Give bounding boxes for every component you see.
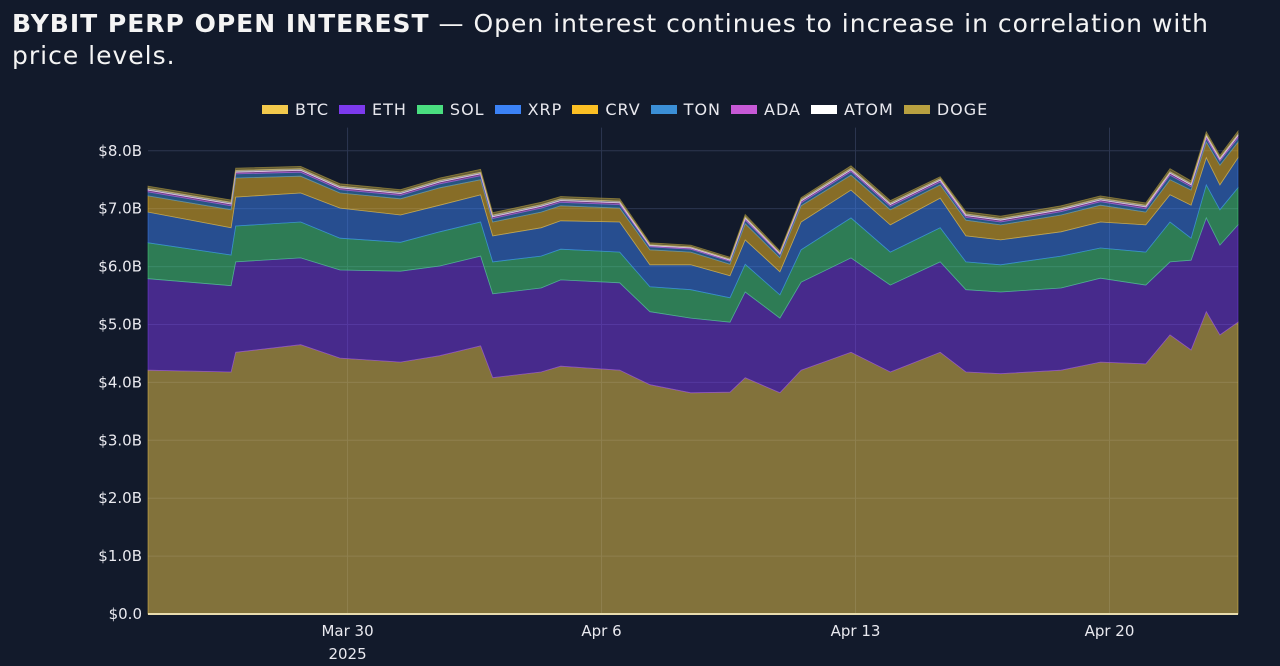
legend-swatch xyxy=(416,105,443,114)
x-tick-label: Apr 6 xyxy=(581,622,621,640)
legend-item-btc[interactable]: BTC xyxy=(262,100,329,119)
x-year-label: 2025 xyxy=(328,645,366,663)
chart-title: BYBIT PERP OPEN INTEREST — Open interest… xyxy=(12,8,1277,72)
legend-swatch xyxy=(494,105,521,114)
legend-label: XRP xyxy=(527,100,563,119)
legend-item-atom[interactable]: ATOM xyxy=(810,100,894,119)
y-tick-label: $2.0B xyxy=(98,489,142,507)
legend-label: TON xyxy=(683,100,722,119)
legend-label: BTC xyxy=(295,100,329,119)
area-doge xyxy=(147,129,1239,260)
legend-label: CRV xyxy=(605,100,641,119)
legend-label: SOL xyxy=(449,100,485,119)
y-tick-label: $0.0 xyxy=(109,605,142,623)
legend-swatch xyxy=(572,105,599,114)
legend-label: ADA xyxy=(764,100,801,119)
legend-label: DOGE xyxy=(936,100,989,119)
legend-swatch xyxy=(903,105,930,114)
y-tick-label: $5.0B xyxy=(98,315,142,333)
legend-label: ETH xyxy=(371,100,407,119)
legend-swatch xyxy=(650,105,677,114)
legend-swatch xyxy=(731,105,758,114)
y-tick-label: $6.0B xyxy=(98,258,142,276)
y-tick-label: $1.0B xyxy=(98,547,142,565)
legend-item-doge[interactable]: DOGE xyxy=(903,100,989,119)
y-tick-label: $3.0B xyxy=(98,431,142,449)
x-tick-label: Mar 30 xyxy=(321,622,373,640)
legend-label: ATOM xyxy=(843,100,894,119)
legend-item-ton[interactable]: TON xyxy=(650,100,722,119)
legend: BTC ETH SOL XRP CRV TON ADA ATOM DOGE xyxy=(262,100,988,119)
x-tick-label: Apr 20 xyxy=(1085,622,1135,640)
legend-swatch xyxy=(810,105,837,114)
chart-title-rest: — Open interest continues to increase in… xyxy=(12,9,1209,70)
x-tick-label: Apr 13 xyxy=(831,622,881,640)
y-tick-label: $4.0B xyxy=(98,373,142,391)
legend-item-xrp[interactable]: XRP xyxy=(494,100,563,119)
legend-swatch xyxy=(262,105,288,114)
y-tick-label: $7.0B xyxy=(98,200,142,218)
legend-swatch xyxy=(338,105,365,114)
legend-item-crv[interactable]: CRV xyxy=(572,100,640,119)
y-tick-label: $8.0B xyxy=(98,142,142,160)
legend-item-ada[interactable]: ADA xyxy=(731,100,801,119)
legend-item-sol[interactable]: SOL xyxy=(416,100,485,119)
legend-item-eth[interactable]: ETH xyxy=(338,100,407,119)
chart-title-bold: BYBIT PERP OPEN INTEREST xyxy=(12,9,430,38)
